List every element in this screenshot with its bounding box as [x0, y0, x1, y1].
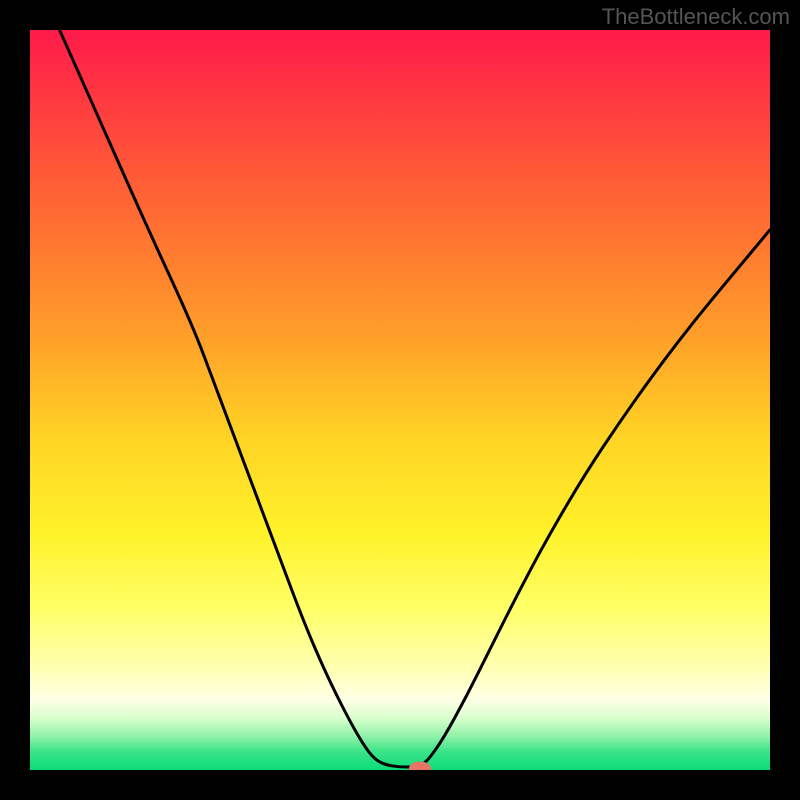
minimum-marker — [409, 761, 431, 770]
bottleneck-curve — [30, 30, 770, 770]
watermark-text: TheBottleneck.com — [602, 4, 790, 30]
plot-area — [30, 30, 770, 770]
chart-frame: TheBottleneck.com — [0, 0, 800, 800]
